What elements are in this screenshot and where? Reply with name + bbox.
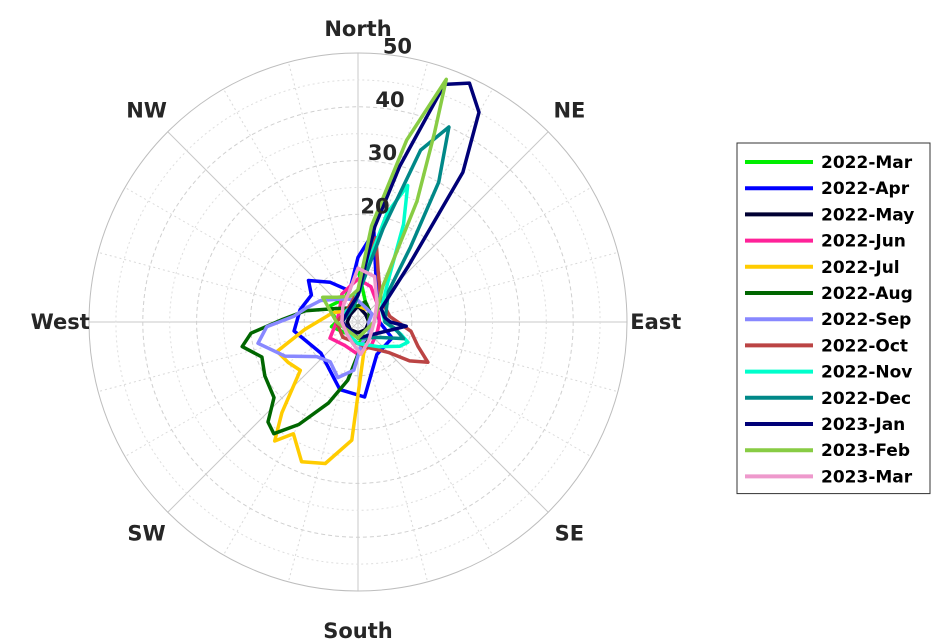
- legend-label: 2022-Jul: [821, 258, 900, 278]
- grid-ring: [196, 160, 520, 484]
- legend-label: 2023-Feb: [821, 441, 910, 461]
- legend-label: 2022-Aug: [821, 284, 913, 304]
- legend: 2022-Mar 2022-Apr 2022-May 2022-Jun 2022-Jul…: [736, 142, 931, 495]
- legend-label: 2022-Jun: [821, 232, 906, 252]
- direction-label-West: West: [31, 310, 90, 334]
- direction-label-NE: NE: [553, 99, 585, 123]
- grid-spoke: [98, 251, 359, 323]
- grid-ring-minor: [115, 79, 601, 565]
- direction-label-SW: SW: [127, 521, 165, 545]
- radial-tick-labels: 20 30 40 50: [360, 35, 412, 219]
- legend-label: 2022-Nov: [821, 363, 912, 383]
- series-layer: [240, 77, 481, 466]
- direction-label-SE: SE: [555, 521, 584, 545]
- direction-label-South: South: [323, 619, 393, 643]
- legend-label: 2022-May: [821, 205, 914, 225]
- series-line-2022-Oct: [334, 236, 430, 365]
- legend-label: 2023-Jan: [821, 415, 905, 435]
- r-tick-label: 20: [360, 194, 389, 218]
- legend-label: 2022-Mar: [821, 153, 913, 173]
- r-tick-label: 40: [375, 88, 404, 112]
- direction-label-East: East: [630, 310, 681, 334]
- direction-label-North: North: [324, 17, 391, 41]
- series-line-2022-Jul: [272, 304, 372, 466]
- legend-label: 2023-Mar: [821, 467, 913, 487]
- grid-ring-minor: [169, 133, 547, 511]
- legend-label: 2022-Sep: [821, 310, 911, 330]
- direction-label-NW: NW: [126, 99, 167, 123]
- legend-label: 2022-Apr: [821, 179, 910, 199]
- r-tick-label: 50: [383, 35, 412, 59]
- direction-labels: North NE East SE South SW West NW: [31, 17, 682, 643]
- legend-label: 2022-Oct: [821, 336, 908, 356]
- grid-ring-minor: [223, 187, 493, 457]
- series-line-2022-May: [345, 304, 371, 335]
- series-line-2022-Sep: [256, 296, 374, 380]
- grid-ring: [142, 106, 574, 538]
- grid-ring: [88, 52, 628, 592]
- r-tick-label: 30: [368, 141, 397, 165]
- legend-label: 2022-Dec: [821, 389, 911, 409]
- grid-spoke: [167, 131, 359, 323]
- grid-ring: [249, 213, 467, 431]
- series-line-2023-Mar: [340, 266, 379, 356]
- polar-grid: [88, 52, 628, 592]
